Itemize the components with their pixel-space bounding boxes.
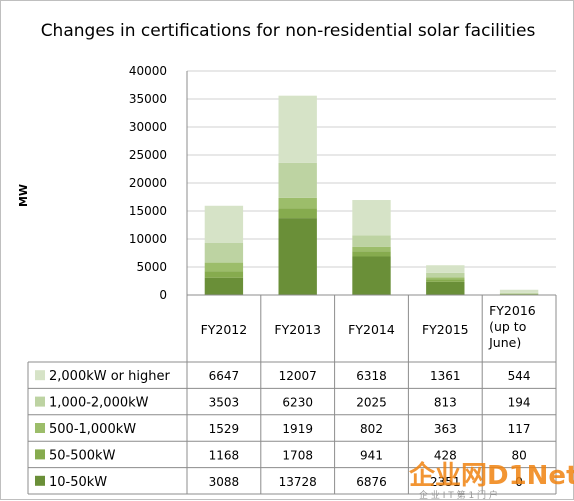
bar-segment	[279, 198, 317, 209]
table-cell-value: 6647	[209, 369, 240, 383]
y-tick-label: 30000	[129, 120, 167, 134]
bar-segment	[279, 209, 317, 219]
table-cell-value: 941	[360, 448, 383, 462]
bar-segment	[279, 163, 317, 198]
legend-label: 10-50kW	[49, 475, 107, 490]
bar-segment	[500, 294, 538, 295]
category-label: FY2012	[201, 322, 248, 337]
y-tick-label: 35000	[129, 92, 167, 106]
legend-swatch	[35, 397, 45, 407]
category-label: FY2014	[348, 322, 395, 337]
table-cell-value: 13728	[279, 475, 317, 489]
watermark-logo: 企业网D1Net	[409, 460, 574, 491]
table-cell-value: 1708	[282, 448, 313, 462]
y-tick-label: 5000	[136, 260, 167, 274]
table-cell-value: 3503	[209, 396, 240, 410]
y-tick-label: 25000	[129, 148, 167, 162]
bar-segment	[352, 235, 390, 246]
y-tick-label: 20000	[129, 176, 167, 190]
table-cell-value: 813	[434, 396, 457, 410]
legend-swatch	[35, 476, 45, 486]
bar-segment	[500, 290, 538, 293]
bar-segment	[426, 265, 464, 273]
bar-segment	[279, 96, 317, 163]
bar-segment	[426, 279, 464, 281]
bar-segment	[205, 243, 243, 263]
legend-label: 500-1,000kW	[49, 422, 136, 437]
legend-label: 1,000-2,000kW	[49, 396, 149, 411]
bar-segment	[352, 247, 390, 251]
bar-segment	[426, 282, 464, 295]
bar-segment	[205, 206, 243, 243]
bar-segment	[279, 218, 317, 295]
legend-label: 2,000kW or higher	[49, 369, 171, 384]
bar-segment	[352, 251, 390, 256]
legend-swatch	[35, 370, 45, 380]
table-cell-value: 6876	[356, 475, 387, 489]
y-tick-label: 15000	[129, 204, 167, 218]
bar-segment	[426, 273, 464, 278]
table-cell-value: 3088	[209, 475, 240, 489]
legend-label: 50-500kW	[49, 448, 116, 463]
legend-swatch	[35, 423, 45, 433]
table-cell-value: 194	[508, 396, 531, 410]
bar-segment	[426, 277, 464, 279]
bar-segment	[500, 293, 538, 294]
table-cell-value: 544	[508, 369, 531, 383]
legend-swatch	[35, 449, 45, 459]
category-label: FY2013	[274, 322, 321, 337]
table-cell-value: 1919	[282, 422, 313, 436]
table-cell-value: 6230	[282, 396, 313, 410]
table-cell-value: 6318	[356, 369, 387, 383]
table-cell-value: 12007	[279, 369, 317, 383]
bar-segment	[352, 256, 390, 295]
category-label: FY2015	[422, 322, 469, 337]
y-tick-label: 40000	[129, 64, 167, 78]
bar-segment	[205, 263, 243, 272]
watermark-subtitle: 企 业 I T 第 1 门 户	[419, 489, 498, 501]
table-cell-value: 2025	[356, 396, 387, 410]
table-cell-value: 1168	[209, 448, 240, 462]
bar-segment	[205, 271, 243, 278]
bar-segment	[205, 278, 243, 295]
y-tick-label: 10000	[129, 232, 167, 246]
table-cell-value: 1361	[430, 369, 461, 383]
bar-segment	[352, 200, 390, 235]
y-tick-label: 0	[159, 288, 167, 302]
table-cell-value: 1529	[209, 422, 240, 436]
table-cell-value: 363	[434, 422, 457, 436]
table-cell-value: 802	[360, 422, 383, 436]
table-cell-value: 117	[508, 422, 531, 436]
